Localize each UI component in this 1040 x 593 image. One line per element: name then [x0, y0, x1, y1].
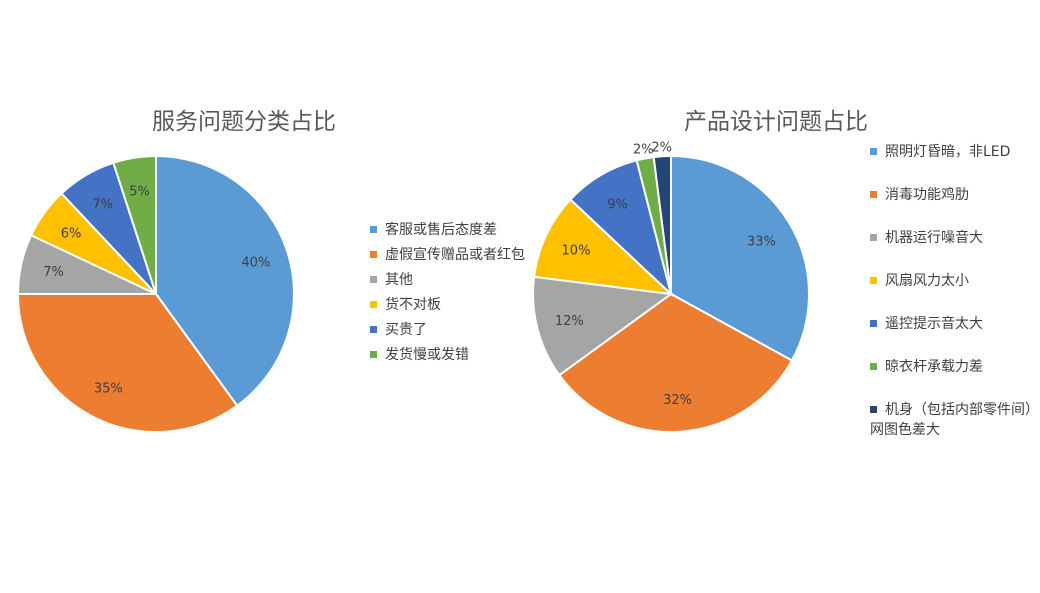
chart2-slice-3 — [532, 275, 674, 377]
chart2-legend-item: 机身（包括内部零件间） 网图色差大 — [870, 400, 1040, 440]
legend-label: 消毒功能鸡肋 — [885, 187, 969, 203]
legend-swatch — [370, 325, 377, 333]
legend-label: 风扇风力太小 — [885, 273, 969, 289]
legend-swatch — [870, 319, 877, 327]
chart1-data-label-6: 5% — [129, 184, 150, 199]
legend-label: 遥控提示音太大 — [885, 316, 983, 332]
chart2-data-label-2: 32% — [663, 393, 692, 408]
legend-label: 网图色差大 — [870, 422, 940, 438]
chart1-legend-item: 发货慢或发错 — [370, 344, 469, 364]
chart2-legend-item: 照明灯昏暗，非LED — [870, 142, 1040, 162]
legend-swatch — [870, 405, 877, 413]
chart2-data-label-7: 2% — [651, 140, 672, 155]
chart1-legend-item: 货不对板 — [370, 294, 441, 314]
chart2-legend-item: 机器运行噪音大 — [870, 228, 1040, 248]
chart2-slice-7 — [652, 154, 672, 295]
chart1-data-label-5: 7% — [92, 198, 113, 213]
legend-swatch — [870, 147, 877, 155]
legend-swatch — [370, 275, 377, 283]
chart2-slice-1 — [670, 154, 810, 362]
chart1-data-label-2: 35% — [94, 382, 123, 397]
legend-label: 晾衣杆承载力差 — [885, 359, 983, 375]
chart2-data-label-1: 33% — [747, 235, 776, 250]
legend-swatch — [870, 233, 877, 241]
legend-label: 照明灯昏暗，非LED — [885, 144, 1011, 160]
chart1-slice-1 — [155, 154, 295, 408]
chart2-slice-2 — [557, 292, 794, 433]
chart2-legend-item: 遥控提示音太大 — [870, 314, 1040, 334]
chart1-legend-item: 买贵了 — [370, 319, 427, 339]
chart1-data-label-3: 7% — [43, 265, 64, 280]
chart1-slice-2 — [16, 293, 239, 433]
chart1-title: 服务问题分类占比 — [152, 109, 336, 135]
legend-label: 其他 — [385, 272, 413, 288]
legend-swatch — [370, 225, 377, 233]
legend-swatch — [370, 250, 377, 258]
legend-swatch — [370, 300, 377, 308]
legend-label: 买贵了 — [385, 322, 427, 338]
chart1-slice-6 — [112, 154, 157, 295]
chart2-title: 产品设计问题占比 — [684, 109, 868, 135]
chart2-data-label-4: 10% — [562, 243, 591, 258]
chart1-data-label-1: 40% — [241, 256, 270, 271]
legend-swatch — [370, 350, 377, 358]
legend-label: 客服或售后态度差 — [385, 222, 497, 238]
chart2-legend-item: 晾衣杆承载力差 — [870, 357, 1040, 377]
legend-swatch — [870, 362, 877, 370]
legend-swatch — [870, 276, 877, 284]
chart1-legend-item: 虚假宣传赠品或者红包 — [370, 244, 525, 264]
chart2-data-label-5: 9% — [607, 198, 628, 213]
chart1-legend-item: 客服或售后态度差 — [370, 219, 497, 239]
chart1-data-label-4: 6% — [61, 226, 82, 241]
chart2-slice-4 — [532, 198, 674, 296]
legend-label: 虚假宣传赠品或者红包 — [385, 247, 525, 263]
chart2-legend-item: 消毒功能鸡肋 — [870, 185, 1040, 205]
chart2-data-label-3: 12% — [555, 314, 584, 329]
chart2-legend-item: 风扇风力太小 — [870, 271, 1040, 291]
legend-label: 机身（包括内部零件间） — [885, 402, 1039, 418]
chart1-legend-item: 其他 — [370, 269, 413, 289]
legend-label: 发货慢或发错 — [385, 347, 469, 363]
legend-label: 机器运行噪音大 — [885, 230, 983, 246]
chart2-legend: 照明灯昏暗，非LED 消毒功能鸡肋 机器运行噪音大 风扇风力太小 遥控提示音太大 晾衣杆承… — [870, 142, 1040, 442]
chart2-data-label-6: 2% — [633, 143, 654, 158]
legend-swatch — [870, 190, 877, 198]
legend-label: 货不对板 — [385, 297, 441, 313]
